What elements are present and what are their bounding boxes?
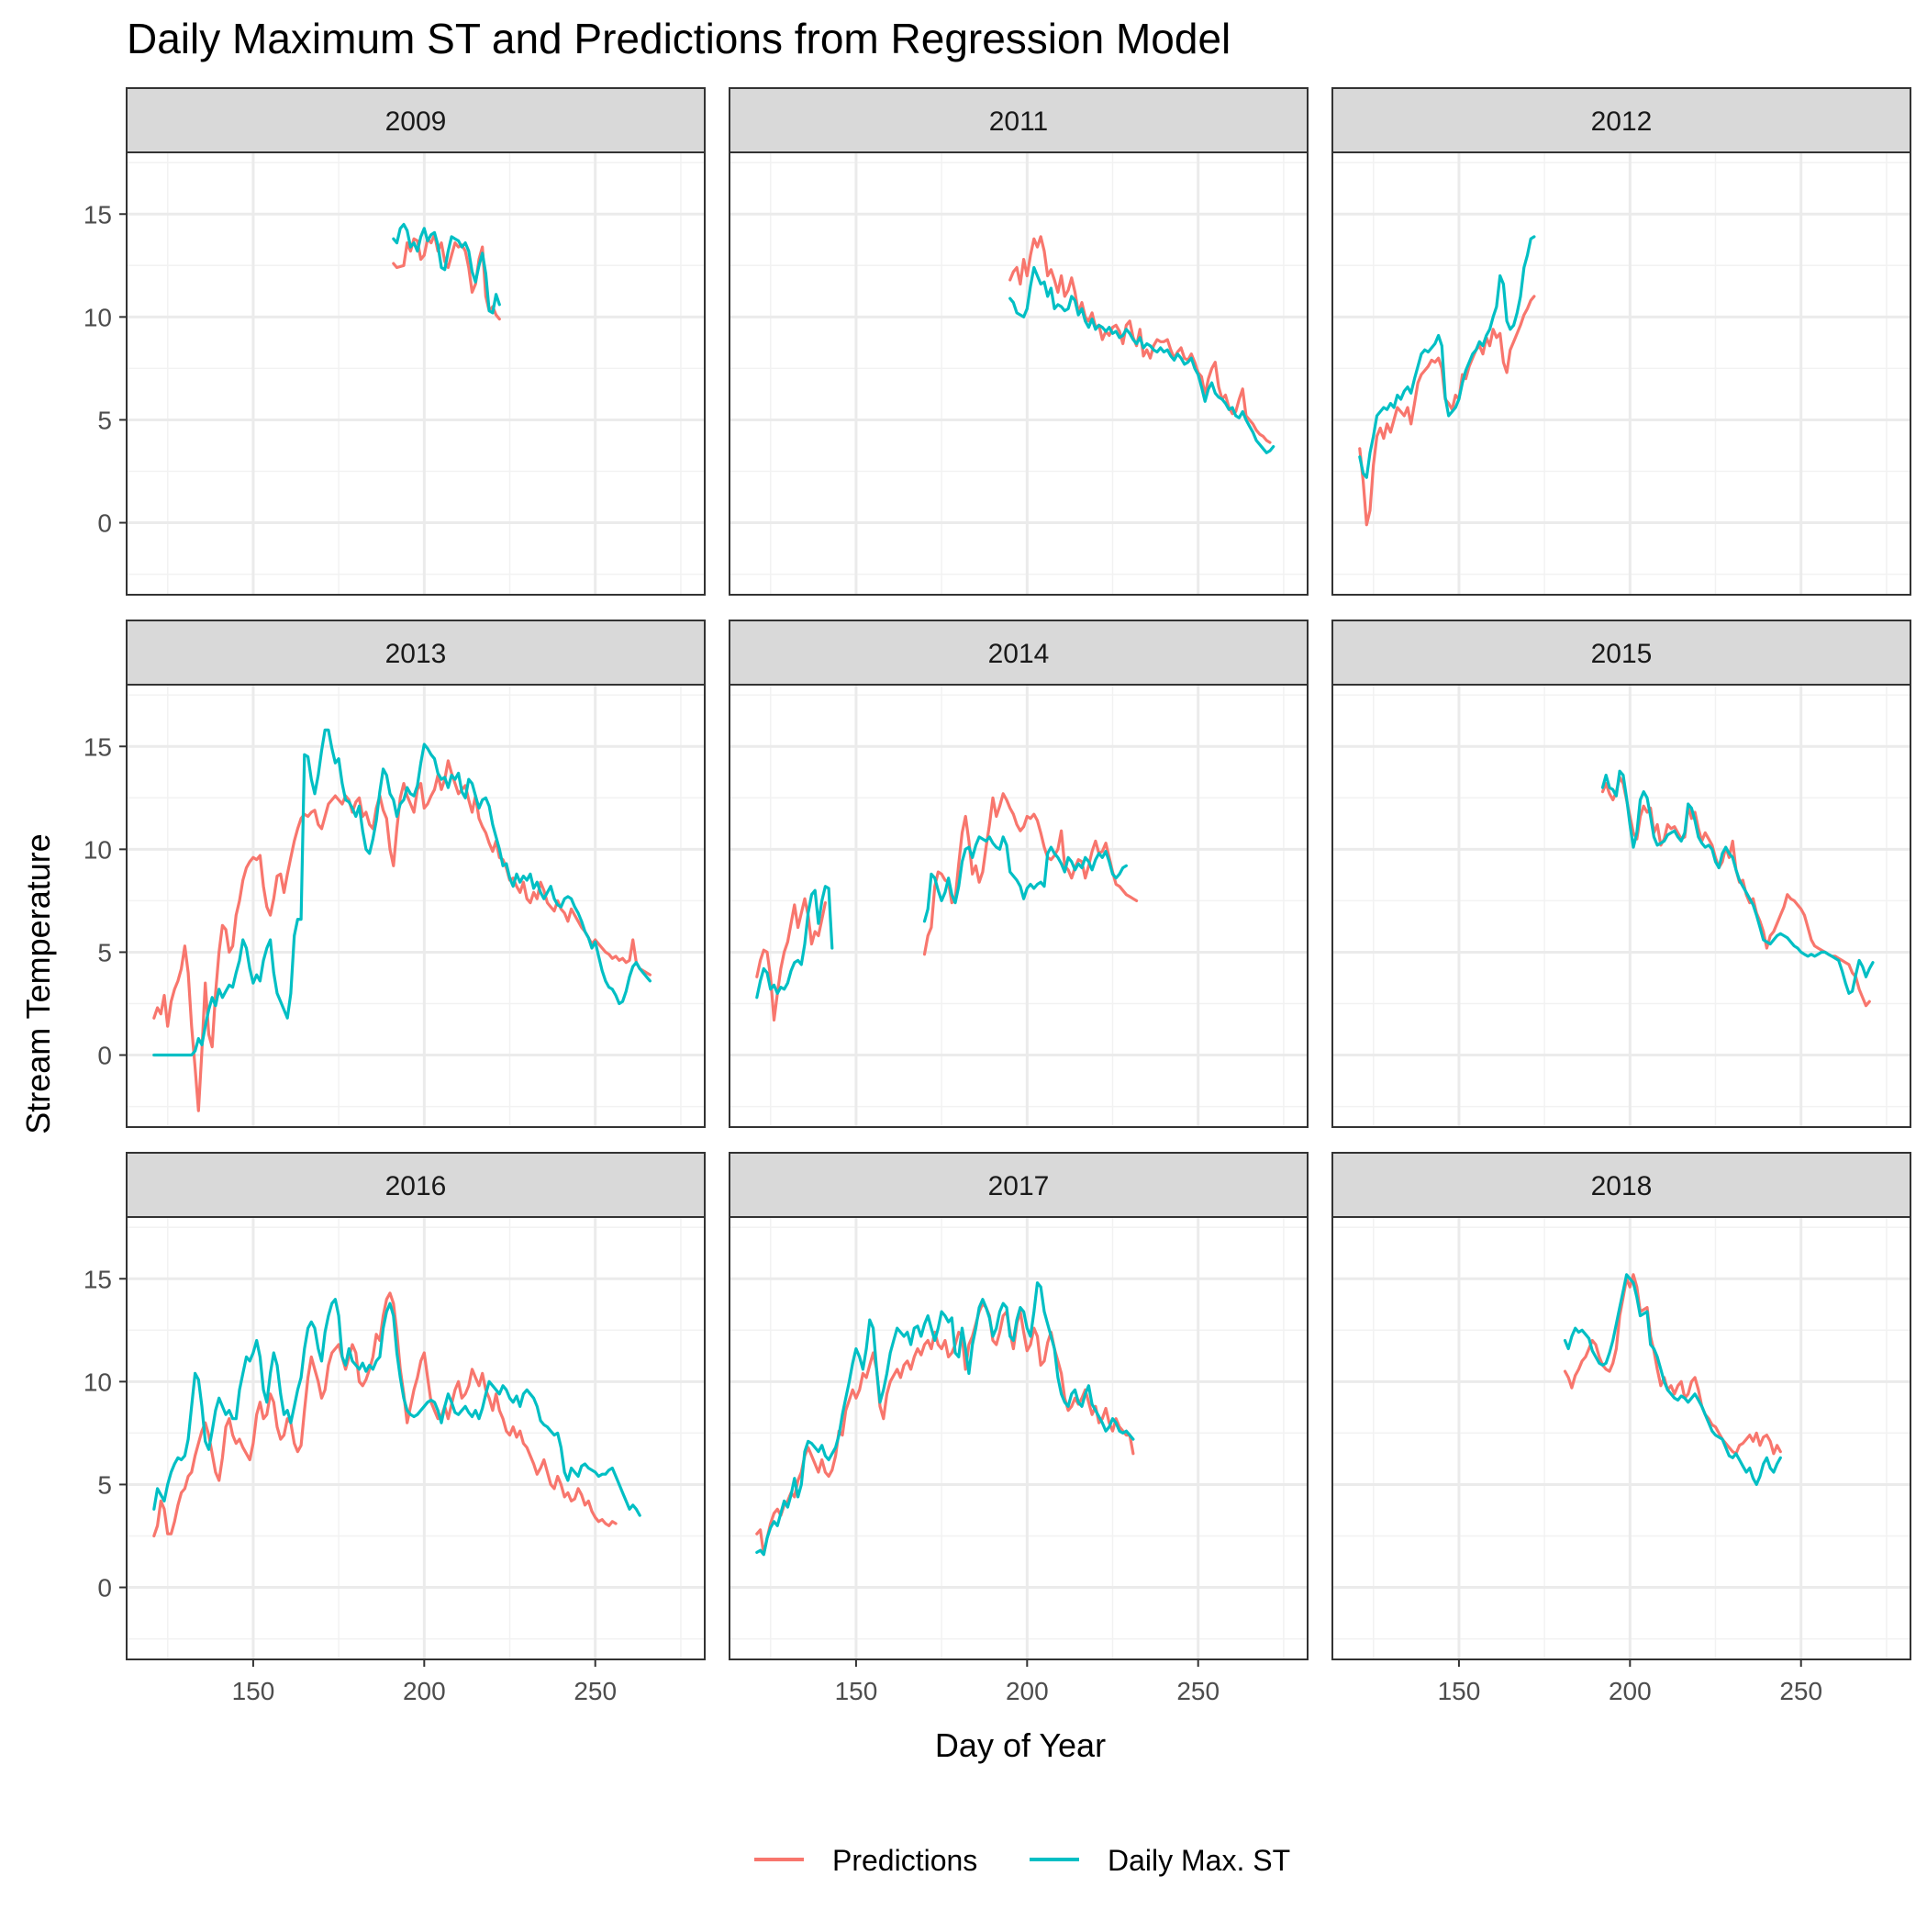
y-tick-label: 10 — [84, 303, 112, 331]
series-line-daily-max-st — [1358, 235, 1536, 479]
series-line-daily-max-st — [392, 222, 501, 315]
y-tick-label: 10 — [84, 835, 112, 864]
y-tick-label: 10 — [84, 1368, 112, 1396]
facet-panel-2017: 2017 150 200 250 — [729, 1152, 1309, 1705]
x-tick-label: 150 — [835, 1677, 878, 1705]
y-tick-label: 5 — [97, 1470, 112, 1499]
panel-background — [1332, 1217, 1910, 1659]
legend-label-daily-max-st: Daily Max. ST — [1108, 1844, 1290, 1877]
facet-strip — [729, 87, 1309, 153]
panel-background — [1332, 152, 1910, 595]
panel-background — [730, 1217, 1308, 1659]
series-line-daily-max-st — [755, 1281, 1135, 1557]
panel-border — [126, 1216, 706, 1660]
panel-border — [1331, 684, 1911, 1128]
y-tick-label: 5 — [97, 406, 112, 434]
facet-panel-2009: 2009 0 5 10 15 — [84, 87, 706, 596]
series-line-predictions — [922, 792, 1139, 956]
series-line-predictions — [755, 1301, 1135, 1557]
facet-panel-2014: 2014 — [729, 620, 1309, 1128]
facet-strip-label: 2015 — [1591, 639, 1653, 669]
panel-background — [730, 152, 1308, 595]
facet-strip-label: 2016 — [385, 1171, 447, 1201]
facet-strip — [126, 87, 706, 153]
y-tick-label: 15 — [84, 200, 112, 229]
legend: Predictions Daily Max. ST — [754, 1844, 1290, 1877]
facet-strip — [1331, 1152, 1911, 1218]
facet-strip-label: 2011 — [989, 106, 1049, 137]
y-axis-title: Stream Temperature — [19, 833, 57, 1134]
panel-background — [127, 1217, 705, 1659]
facet-panel-2016: 2016 0 5 10 15 150 200 250 — [84, 1152, 706, 1705]
series-line-predictions — [1563, 1273, 1782, 1456]
facet-panels: 2009 0 5 10 15 2011 2012 2013 0 5 10 15 2014 2015 2016… — [84, 87, 1911, 1705]
facet-panel-2012: 2012 — [1331, 87, 1911, 596]
series-line-predictions — [152, 759, 652, 1112]
facet-strip — [729, 1152, 1309, 1218]
facet-panel-2013: 2013 0 5 10 15 — [84, 620, 706, 1128]
y-tick-label: 5 — [97, 938, 112, 966]
chart-title: Daily Maximum ST and Predictions from Re… — [127, 15, 1231, 62]
y-tick-label: 15 — [84, 732, 112, 761]
series-line-predictions — [755, 897, 827, 1022]
series-line-daily-max-st — [1600, 769, 1875, 995]
series-line-daily-max-st — [922, 835, 1128, 923]
facet-strip-label: 2018 — [1591, 1171, 1653, 1201]
x-tick-label: 200 — [1006, 1677, 1049, 1705]
series-line-daily-max-st — [152, 728, 652, 1057]
panel-border — [1331, 151, 1911, 596]
x-tick-label: 250 — [574, 1677, 617, 1705]
series-line-predictions — [1008, 235, 1272, 444]
facet-strip-label: 2012 — [1591, 106, 1653, 137]
x-axis-title: Day of Year — [935, 1726, 1106, 1764]
facet-panel-2015: 2015 — [1331, 620, 1911, 1128]
series-line-daily-max-st — [1008, 265, 1275, 454]
panel-border — [729, 151, 1309, 596]
x-tick-label: 150 — [232, 1677, 275, 1705]
x-tick-label: 150 — [1438, 1677, 1481, 1705]
facet-strip — [1331, 87, 1911, 153]
facet-strip — [729, 620, 1309, 686]
y-tick-label: 15 — [84, 1265, 112, 1293]
panel-border — [126, 151, 706, 596]
facet-strip-label: 2014 — [988, 639, 1050, 669]
panel-background — [127, 152, 705, 595]
facet-strip — [126, 620, 706, 686]
y-tick-label: 0 — [97, 509, 112, 538]
facet-strip-label: 2017 — [988, 1171, 1050, 1201]
legend-label-predictions: Predictions — [832, 1844, 977, 1877]
series-line-predictions — [152, 1291, 618, 1538]
x-tick-label: 200 — [403, 1677, 446, 1705]
panel-border — [729, 684, 1309, 1128]
facet-strip — [126, 1152, 706, 1218]
panel-border — [1331, 1216, 1911, 1660]
facet-panel-2011: 2011 — [729, 87, 1309, 596]
facet-strip-label: 2013 — [385, 639, 447, 669]
series-line-daily-max-st — [1563, 1273, 1782, 1486]
facet-panel-2018: 2018 150 200 250 — [1331, 1152, 1911, 1705]
series-line-daily-max-st — [152, 1298, 641, 1517]
series-line-daily-max-st — [755, 885, 834, 1000]
x-tick-label: 250 — [1779, 1677, 1822, 1705]
panel-border — [729, 1216, 1309, 1660]
x-tick-label: 200 — [1609, 1677, 1652, 1705]
series-line-predictions — [392, 233, 501, 321]
y-tick-label: 0 — [97, 1574, 112, 1603]
y-tick-label: 0 — [97, 1042, 112, 1070]
facet-strip-label: 2009 — [385, 106, 447, 137]
x-tick-label: 250 — [1176, 1677, 1220, 1705]
panel-border — [126, 684, 706, 1128]
panel-background — [1332, 685, 1910, 1127]
panel-background — [127, 685, 705, 1127]
